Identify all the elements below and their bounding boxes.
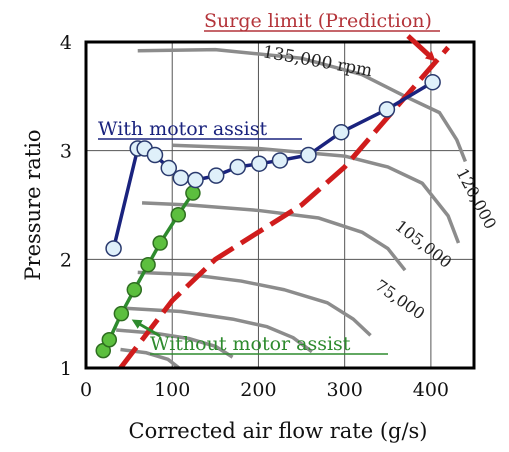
speed-line — [137, 270, 372, 337]
with-motor-label: With motor assist — [98, 118, 267, 140]
without-motor-arrow — [131, 319, 161, 338]
with-motor-point — [146, 146, 164, 164]
with-motor-point — [160, 159, 178, 177]
surge-limit-label: Surge limit (Prediction) — [204, 10, 432, 32]
series-layer — [95, 45, 451, 370]
with-motor-point — [105, 240, 122, 257]
x-tick-label: 100 — [154, 379, 190, 401]
ticks: 0 100 200 300 400 1 2 3 4 — [60, 32, 449, 401]
speed-line — [116, 328, 234, 359]
without-motor-point — [170, 207, 187, 223]
without-motor-label: Without motor assist — [150, 333, 351, 355]
x-tick-label: 400 — [413, 379, 449, 401]
y-tick-label: 1 — [60, 358, 72, 380]
speed-line — [141, 201, 407, 272]
x-tick-label: 300 — [327, 379, 363, 401]
with-motor-point — [378, 101, 396, 118]
without-motor-point — [185, 185, 201, 201]
with-motor-point — [229, 158, 247, 176]
with-motor-point — [271, 152, 289, 169]
y-axis-label: Pressure ratio — [21, 129, 45, 280]
speed-label-120: 120,000 — [452, 165, 500, 232]
speed-lines — [116, 47, 468, 368]
without-motor-point — [113, 305, 130, 322]
x-tick-label: 0 — [80, 379, 92, 401]
speed-line — [137, 47, 468, 163]
speed-line — [172, 143, 461, 244]
without-motor-point — [152, 235, 168, 251]
speed-line — [124, 306, 313, 354]
plot-frame — [84, 40, 476, 370]
y-tick-label: 3 — [60, 141, 72, 163]
with-motor-point — [251, 155, 268, 172]
with-motor-point — [207, 167, 225, 184]
with-motor-point — [172, 169, 190, 187]
with-motor-point — [187, 171, 204, 189]
with-motor-point — [424, 73, 441, 91]
y-tick-label: 2 — [60, 249, 72, 271]
without-motor-point — [140, 257, 156, 273]
surge-limit-line — [118, 45, 451, 370]
x-axis-label: Corrected air flow rate (g/s) — [129, 419, 428, 443]
speed-label-135: 135,000 rpm — [261, 42, 374, 81]
without-motor-point — [101, 331, 118, 348]
surge-limit-arrow — [406, 34, 436, 62]
speed-label-75: 75,000 — [372, 276, 429, 324]
x-tick-label: 200 — [240, 379, 276, 401]
without-motor-point — [126, 282, 143, 298]
y-tick-label: 4 — [60, 32, 72, 54]
with-motor-point — [300, 146, 317, 164]
with-motor-point — [332, 123, 350, 141]
